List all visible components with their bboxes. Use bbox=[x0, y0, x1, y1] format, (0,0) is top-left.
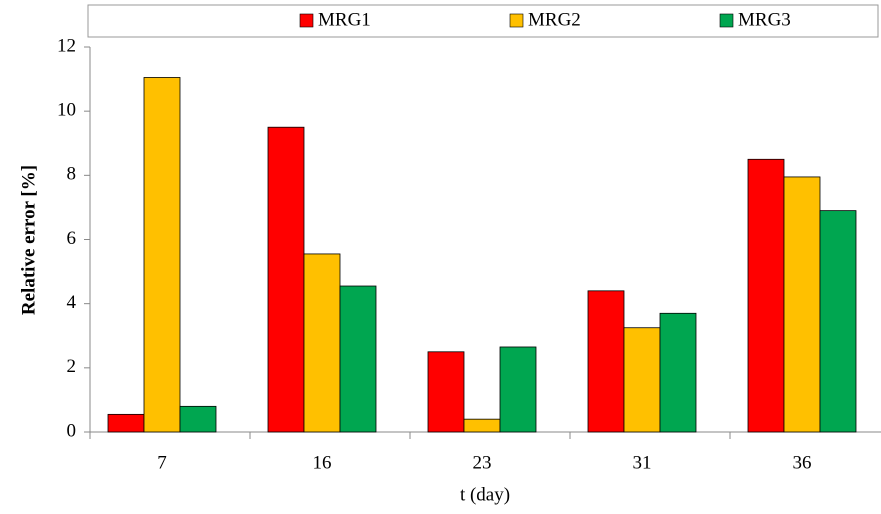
bar bbox=[143, 77, 181, 433]
bar bbox=[623, 327, 661, 433]
bar bbox=[587, 290, 625, 433]
y-tick-label: 10 bbox=[57, 100, 76, 121]
legend-label: MRG2 bbox=[528, 9, 581, 30]
bar bbox=[179, 405, 217, 433]
bar bbox=[463, 418, 501, 433]
bar bbox=[339, 285, 377, 433]
bar bbox=[303, 253, 341, 433]
legend-label: MRG1 bbox=[318, 9, 371, 30]
y-tick-label: 4 bbox=[67, 292, 77, 313]
x-tick-label: 16 bbox=[313, 452, 332, 473]
bar bbox=[747, 158, 785, 433]
bar bbox=[819, 210, 857, 433]
x-tick-label: 36 bbox=[793, 452, 812, 473]
x-axis-label: t (day) bbox=[460, 484, 510, 505]
x-tick-label: 31 bbox=[633, 452, 652, 473]
y-tick-label: 0 bbox=[67, 420, 77, 441]
y-axis-label: Relative error [%] bbox=[18, 165, 39, 315]
y-tick-label: 12 bbox=[57, 35, 76, 56]
x-tick-label: 7 bbox=[157, 452, 167, 473]
legend-box bbox=[87, 4, 879, 38]
bar bbox=[659, 312, 697, 433]
y-tick-label: 2 bbox=[67, 356, 77, 377]
bar bbox=[427, 351, 465, 433]
legend-swatch bbox=[719, 13, 734, 28]
legend-label: MRG3 bbox=[738, 9, 791, 30]
legend-swatch bbox=[299, 13, 314, 28]
legend-swatch bbox=[509, 13, 524, 28]
x-tick-label: 23 bbox=[473, 452, 492, 473]
y-tick-label: 8 bbox=[67, 164, 77, 185]
bar bbox=[783, 176, 821, 433]
y-tick-label: 6 bbox=[67, 228, 77, 249]
bar bbox=[107, 413, 145, 433]
bar bbox=[499, 346, 537, 433]
bar bbox=[267, 126, 305, 433]
